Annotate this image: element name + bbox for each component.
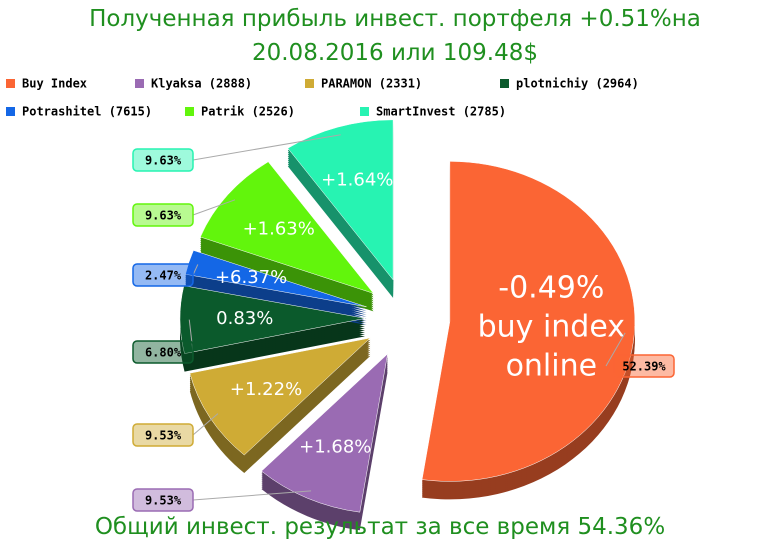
value-label-box (132, 263, 194, 287)
slice (200, 161, 375, 294)
legend-label: Potrashitel (7615) (22, 105, 152, 119)
legend-label: PARAMON (2331) (321, 77, 422, 91)
leader-line (192, 264, 199, 276)
slice (189, 337, 372, 456)
slice-label: +1.22% (230, 379, 302, 400)
leader-line (192, 199, 236, 216)
legend-swatch (185, 107, 194, 116)
slice-label: +1.64% (321, 170, 393, 191)
slice-label: -0.49% (498, 271, 604, 306)
value-label: 6.80% (145, 346, 182, 360)
slice (261, 353, 388, 513)
legend-swatch (305, 79, 314, 88)
slice (421, 161, 636, 482)
legend-swatch (6, 107, 15, 116)
value-label: 9.63% (145, 209, 182, 223)
value-label-box (132, 340, 194, 364)
slice-label: online (506, 349, 598, 384)
value-label-box (132, 488, 194, 512)
slice-label: +6.37% (215, 267, 287, 288)
legend-swatch (360, 107, 369, 116)
slice (287, 119, 394, 281)
legend-label: Klyaksa (2888) (151, 77, 252, 91)
chart-footer: Общий инвест. результат за все время 54.… (94, 514, 666, 540)
legend-swatch (500, 79, 509, 88)
legend-swatch (6, 79, 15, 88)
leader-line (192, 490, 312, 501)
chart-title: Полученная прибыль инвест. портфеля +0.5… (89, 6, 701, 66)
value-label: 2.47% (145, 269, 182, 283)
value-label-box (132, 423, 194, 447)
value-label-box (132, 148, 194, 172)
slice (185, 250, 367, 308)
value-label: 9.63% (145, 154, 182, 168)
value-label-box (132, 203, 194, 227)
slice-label: buy index (478, 310, 625, 345)
slice-label: +1.68% (299, 437, 371, 458)
slice-label: +1.63% (243, 218, 315, 239)
leader-line (605, 332, 626, 367)
value-label: 9.53% (145, 494, 182, 508)
value-label: 9.53% (145, 429, 182, 443)
leader-line (192, 413, 219, 436)
value-label: 52.39% (622, 360, 666, 374)
leader-line (192, 134, 341, 161)
slice-label: 0.83% (216, 308, 273, 329)
legend-label: SmartInvest (2785) (376, 105, 506, 119)
legend-swatch (135, 79, 144, 88)
legend-label: plotnichiy (2964) (516, 77, 639, 91)
legend-label: Buy Index (22, 77, 87, 91)
legend-label: Patrik (2526) (201, 105, 295, 119)
value-label-box (613, 354, 675, 378)
